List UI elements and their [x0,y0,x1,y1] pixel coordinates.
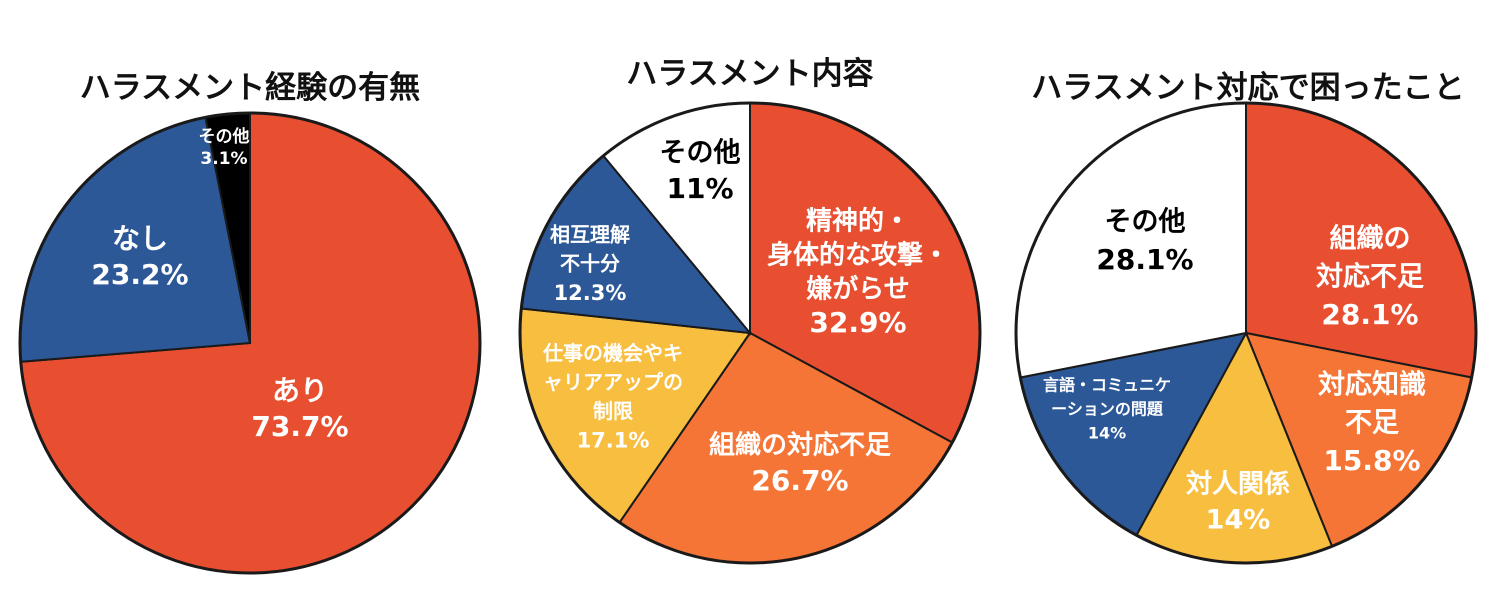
chart-1-slice-1-value: 73.7% [251,410,348,443]
chart-3-slice-1-name: 対応不足 [1316,261,1424,293]
chart-2-slice-1-name: 身体的な攻撃・ [767,240,949,271]
chart-3-slice-2-name: 不足 [1345,408,1399,439]
chart-3-label-5: その他 28.1% [1096,207,1193,277]
chart-2-slice-2-value: 26.7% [751,464,848,497]
chart-3-outline [1014,101,1478,565]
chart-2-slice-5-name: その他 [660,138,741,169]
chart-3-slice-4-name: 言語・コミュニケ [1043,376,1171,395]
chart-1-slice-3-name: その他 [199,126,250,147]
chart-2-slice-5-value: 11% [666,172,733,205]
chart-3-slice-3-value: 14% [1206,505,1271,536]
chart-3-slice-3-name: 対人関係 [1186,470,1290,500]
chart-2-slice-1-name: 嫌がらせ [806,274,909,305]
chart-3-title: ハラスメント対応で困ったこと [1031,70,1465,106]
chart-3-slice-4-name: ーションの問題 [1051,400,1164,419]
chart-1-title: ハラスメント経験の有無 [79,70,421,106]
chart-2-slice-3-value: 17.1% [577,429,650,453]
chart-3-label-1: 組織の対応不足 28.1% [1316,223,1424,332]
chart-2-slice-3-name: 制限 [593,399,633,423]
chart-2-slice-1-value: 32.9% [809,306,906,339]
chart-2-slice-3-name: 仕事の機会やキ [542,341,683,365]
chart-2-slice-4-name: 相互理解 [550,223,630,247]
chart-2-slice-1-name: 精神的・ [806,206,910,237]
chart-1-slice-1-name: あり [272,374,328,407]
chart-2-slice-3-name: ャリアアップの [543,370,683,394]
chart-3-slice-1-name: 組織の [1330,223,1411,255]
chart-2-slice-4-value: 12.3% [554,281,627,305]
chart-3-slice-5-value: 28.1% [1096,243,1193,276]
chart-3-slice-5 [1015,101,1247,379]
chart-2-slice-2-name: 組織の対応不足 [709,430,891,461]
chart-3-slice-5-name: その他 [1105,207,1186,238]
chart-1-slice-2-value: 23.2% [91,258,188,291]
chart-3-slice-1-value: 28.1% [1321,298,1418,331]
chart-3-slice-2-value: 15.8% [1323,444,1420,477]
chart-1-slice-2-name: なし [112,222,168,255]
chart-1-slice-3-value: 3.1% [200,149,247,169]
chart-2-slice-4-name: 不十分 [560,252,620,276]
chart-2-title: ハラスメント内容 [626,56,874,92]
chart-1-outline [18,111,482,575]
chart-3-slice-4-value: 14% [1088,424,1126,443]
chart-3-label-3: 対人関係 14% [1186,470,1290,536]
chart-2-outline [518,101,982,565]
chart-3-slice-2-name: 対応知識 [1318,369,1426,401]
